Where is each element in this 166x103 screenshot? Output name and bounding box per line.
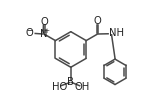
Text: NH: NH [109,28,124,38]
Text: B: B [67,77,74,87]
Text: HO: HO [52,82,67,92]
Text: O: O [26,28,34,38]
Text: N: N [40,29,48,39]
Text: O: O [94,16,102,26]
Text: +: + [43,28,50,34]
Text: −: − [27,26,33,35]
Text: OH: OH [74,82,89,92]
Text: O: O [40,17,48,27]
